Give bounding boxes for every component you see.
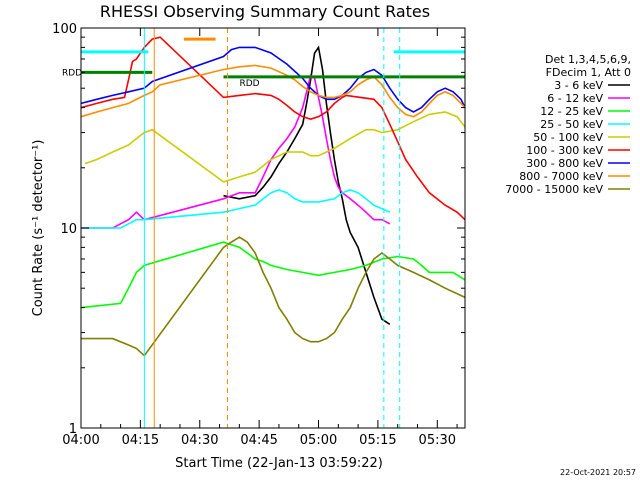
legend-header-line-2: FDecim 1, Att 0 xyxy=(546,66,631,79)
series-line-4 xyxy=(81,189,391,229)
y-tick-label-1: 1 xyxy=(69,422,77,437)
x-tick-label-2: 04:15 xyxy=(122,433,159,448)
legend: Det 1,3,4,5,6,9, FDecim 1, Att 0 3 - 6 k… xyxy=(505,53,631,196)
y-axis: 1 10 100 xyxy=(52,22,465,437)
legend-label-5: 50 - 100 keV xyxy=(533,131,603,144)
legend-label-1: 3 - 6 keV xyxy=(554,79,603,92)
x-tick-label-3: 04:30 xyxy=(181,433,218,448)
plot-frame xyxy=(80,27,466,429)
series-line-7 xyxy=(80,46,466,113)
x-axis: 04:00 04:15 04:30 04:45 05:00 05:15 05:30 xyxy=(62,28,458,448)
legend-label-6: 100 - 300 keV xyxy=(526,144,603,157)
series-line-3 xyxy=(80,241,466,309)
chart-title: RHESSI Observing Summary Count Rates xyxy=(100,2,430,21)
legend-label-4: 25 - 50 keV xyxy=(540,118,603,131)
y-tick-label-2: 10 xyxy=(60,222,77,237)
legend-label-2: 6 - 12 keV xyxy=(547,92,603,105)
series-line-9 xyxy=(81,236,466,357)
plot-marks xyxy=(80,36,466,357)
x-tick-label-6: 05:15 xyxy=(359,433,396,448)
footer-timestamp: 22-Oct-2021 20:57 xyxy=(560,468,636,477)
y-axis-label: Count Rate (s⁻¹ detector⁻¹) xyxy=(31,140,46,317)
x-tick-label-1: 04:00 xyxy=(62,433,99,448)
legend-label-8: 800 - 7000 keV xyxy=(519,170,603,183)
x-axis-label: Start Time (22-Jan-13 03:59:22) xyxy=(175,456,383,471)
series-line-6 xyxy=(80,36,466,221)
legend-label-7: 300 - 800 keV xyxy=(526,157,603,170)
x-tick-label-7: 05:30 xyxy=(419,433,456,448)
overlay-marks xyxy=(81,28,466,428)
legend-label-3: 12 - 25 keV xyxy=(540,105,603,118)
overlay-label-1: RDD xyxy=(62,68,82,78)
x-tick-label-4: 04:45 xyxy=(240,433,277,448)
overlay-label-2: RDD xyxy=(240,79,260,89)
series-line-8 xyxy=(80,64,466,118)
legend-header-line-1: Det 1,3,4,5,6,9, xyxy=(545,53,631,66)
series-line-5 xyxy=(84,111,466,183)
x-tick-label-5: 05:00 xyxy=(300,433,337,448)
series-line-1 xyxy=(223,45,391,325)
y-tick-label-3: 100 xyxy=(52,22,77,37)
legend-label-9: 7000 - 15000 keV xyxy=(505,183,603,196)
